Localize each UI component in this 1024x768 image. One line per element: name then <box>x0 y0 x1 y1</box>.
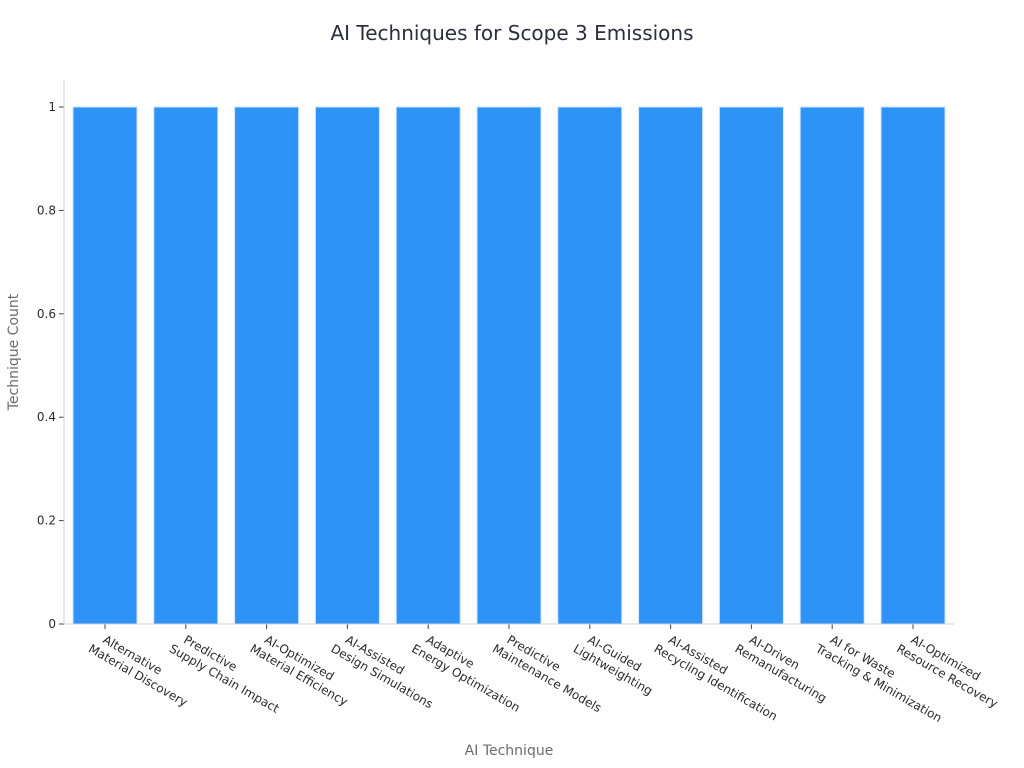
y-tick-label: 0.4 <box>37 410 56 424</box>
bar <box>880 106 946 625</box>
y-tick-label: 0.2 <box>37 514 56 528</box>
x-axis-ticks: AlternativeMaterial DiscoveryPredictiveS… <box>86 624 1000 725</box>
bar <box>234 106 300 625</box>
bar <box>476 106 542 625</box>
y-tick-label: 1 <box>48 100 56 114</box>
bar <box>395 106 461 625</box>
y-axis-label: Technique Count <box>6 293 22 411</box>
bar <box>638 106 704 625</box>
bar <box>718 106 784 625</box>
bars-group <box>72 106 946 625</box>
y-tick-label: 0.8 <box>37 203 56 217</box>
bar <box>557 106 623 625</box>
bar <box>153 106 219 625</box>
y-axis-ticks: 0 0.2 0.4 0.6 0.8 1 <box>37 100 64 631</box>
y-tick-label: 0 <box>48 617 56 631</box>
x-axis-label: AI Technique <box>465 743 554 759</box>
x-tick-label: AI-GuidedLightweighting <box>571 628 663 698</box>
x-tick-label: AlternativeMaterial Discovery <box>86 628 197 709</box>
bar <box>314 106 380 625</box>
y-tick-label: 0.6 <box>37 307 56 321</box>
chart-title: AI Techniques for Scope 3 Emissions <box>330 21 693 45</box>
bar <box>799 106 865 625</box>
bar <box>72 106 138 625</box>
